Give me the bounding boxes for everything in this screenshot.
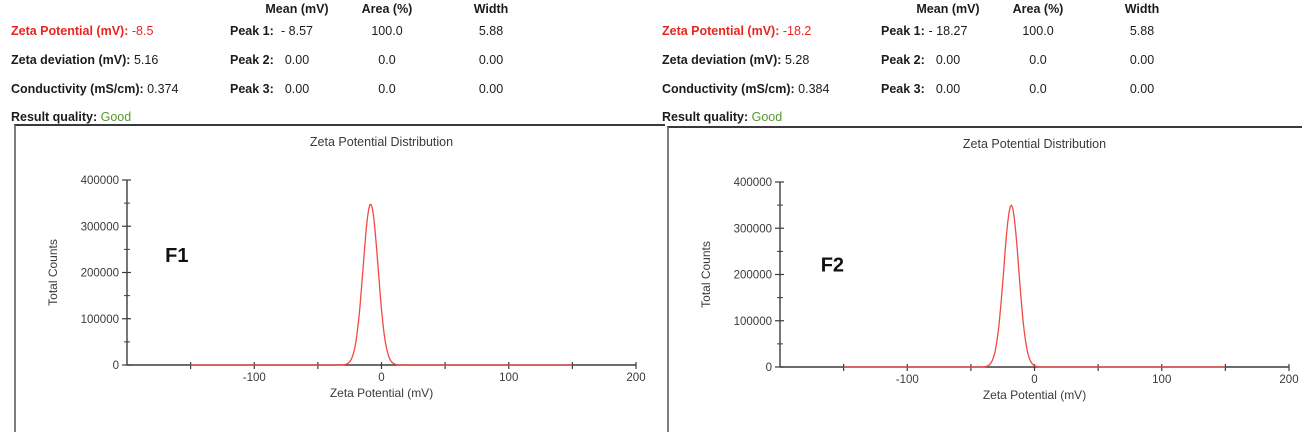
y-tick-label: 200000 — [734, 270, 772, 282]
report-panel-f1: Mean (mV) Area (%) Width Zeta Potential … — [0, 0, 665, 432]
chart-title: Zeta Potential Distribution — [963, 137, 1106, 151]
peak3-area: 0.0 — [378, 82, 396, 96]
y-tick-label: 0 — [766, 362, 772, 374]
peak1-mean: - 18.27 — [928, 24, 968, 38]
peak3-label: Peak 3: — [881, 82, 925, 96]
chart-panel-f2: Zeta Potential Distribution -100 0 100 200 0 1… — [667, 126, 1302, 432]
col-header-area: Area (%) — [361, 2, 413, 16]
peak2-width: 0.00 — [478, 53, 504, 67]
peak1-mean: - 8.57 — [281, 24, 313, 38]
zeta-deviation-label: Zeta deviation (mV): — [11, 53, 131, 67]
summary-row-conductivity: Conductivity (mS/cm): 0.374 — [11, 82, 178, 96]
conductivity-value: 0.384 — [798, 82, 830, 96]
zeta-potential-label: Zeta Potential (mV): — [11, 24, 129, 38]
distribution-curve — [843, 204, 1226, 368]
sample-annotation: F2 — [821, 254, 844, 276]
peak2-width: 0.00 — [1129, 53, 1155, 67]
peak2-label: Peak 2: — [881, 53, 925, 67]
peak3-area: 0.0 — [1029, 82, 1047, 96]
peak2-area: 0.0 — [1029, 53, 1047, 67]
peak1-label: Peak 1: — [230, 24, 274, 38]
result-quality-label: Result quality: — [662, 110, 749, 124]
conductivity-label: Conductivity (mS/cm): — [11, 82, 144, 96]
y-tick-label: 400000 — [81, 175, 119, 187]
col-header-mean: Mean (mV) — [265, 2, 329, 16]
y-tick-label: 300000 — [81, 221, 119, 233]
zeta-deviation-value: 5.16 — [133, 53, 159, 67]
peak3-mean: 0.00 — [284, 82, 310, 96]
col-header-area: Area (%) — [1012, 2, 1064, 16]
zeta-distribution-chart-f1: Zeta Potential Distribution -100 0 100 200 0 1… — [46, 135, 646, 400]
x-tick-label: 200 — [626, 372, 645, 384]
zeta-deviation-value: 5.28 — [784, 53, 810, 67]
summary-row-result-quality: Result quality: Good — [11, 110, 131, 124]
peak2-label: Peak 2: — [230, 53, 274, 67]
zeta-distribution-chart-f2: Zeta Potential Distribution -100 0 100 200 0 1… — [699, 137, 1299, 402]
y-tick-label: 0 — [113, 360, 119, 372]
peak3-width: 0.00 — [478, 82, 504, 96]
x-tick-label: -100 — [243, 372, 266, 384]
x-tick-label: 0 — [1031, 374, 1037, 386]
sample-annotation: F1 — [165, 245, 188, 267]
peak1-width: 5.88 — [478, 24, 504, 38]
zeta-potential-label: Zeta Potential (mV): — [662, 24, 780, 38]
peak1-area: 100.0 — [371, 24, 403, 38]
summary-row-zeta-deviation: Zeta deviation (mV): 5.28 — [662, 53, 809, 67]
summary-table-f1: Mean (mV) Area (%) Width Zeta Potential … — [0, 0, 651, 124]
distribution-curve — [190, 203, 573, 366]
x-tick-label: 100 — [499, 372, 518, 384]
summary-row-zeta-potential: Zeta Potential (mV): -18.2 — [662, 24, 811, 38]
summary-row-zeta-deviation: Zeta deviation (mV): 5.16 — [11, 53, 158, 67]
summary-row-result-quality: Result quality: Good — [662, 110, 782, 124]
peak2-mean: 0.00 — [284, 53, 310, 67]
peak1-area: 100.0 — [1022, 24, 1054, 38]
y-axis-title: Total Counts — [699, 241, 713, 308]
peak1-width: 5.88 — [1129, 24, 1155, 38]
y-tick-label: 300000 — [734, 223, 772, 235]
x-axis-title: Zeta Potential (mV) — [983, 388, 1086, 402]
result-quality-value: Good — [100, 110, 132, 124]
report-panel-f2: Mean (mV) Area (%) Width Zeta Potential … — [651, 0, 1302, 432]
summary-table-f2: Mean (mV) Area (%) Width Zeta Potential … — [651, 0, 1302, 124]
x-tick-label: 200 — [1279, 374, 1298, 386]
y-axis-title: Total Counts — [46, 239, 60, 306]
zeta-potential-value: -8.5 — [131, 24, 154, 38]
y-tick-label: 100000 — [734, 316, 772, 328]
zeta-deviation-label: Zeta deviation (mV): — [662, 53, 782, 67]
peak2-area: 0.0 — [378, 53, 396, 67]
chart-title: Zeta Potential Distribution — [310, 135, 453, 149]
peak3-label: Peak 3: — [230, 82, 274, 96]
peak3-mean: 0.00 — [935, 82, 961, 96]
zeta-potential-value: -18.2 — [782, 24, 812, 38]
y-tick-label: 400000 — [734, 177, 772, 189]
x-axis-title: Zeta Potential (mV) — [330, 386, 433, 400]
result-quality-label: Result quality: — [11, 110, 98, 124]
conductivity-value: 0.374 — [147, 82, 179, 96]
x-tick-label: -100 — [896, 374, 919, 386]
peak3-width: 0.00 — [1129, 82, 1155, 96]
summary-row-zeta-potential: Zeta Potential (mV): -8.5 — [11, 24, 153, 38]
summary-row-conductivity: Conductivity (mS/cm): 0.384 — [662, 82, 829, 96]
y-tick-label: 100000 — [81, 314, 119, 326]
x-tick-label: 0 — [378, 372, 384, 384]
chart-panel-f1: Zeta Potential Distribution -100 0 100 200 0 1… — [14, 124, 665, 432]
peak2-mean: 0.00 — [935, 53, 961, 67]
col-header-mean: Mean (mV) — [916, 2, 980, 16]
x-tick-label: 100 — [1152, 374, 1171, 386]
y-tick-label: 200000 — [81, 268, 119, 280]
peak1-label: Peak 1: — [881, 24, 925, 38]
col-header-width: Width — [473, 2, 509, 16]
col-header-width: Width — [1124, 2, 1160, 16]
conductivity-label: Conductivity (mS/cm): — [662, 82, 795, 96]
result-quality-value: Good — [751, 110, 783, 124]
